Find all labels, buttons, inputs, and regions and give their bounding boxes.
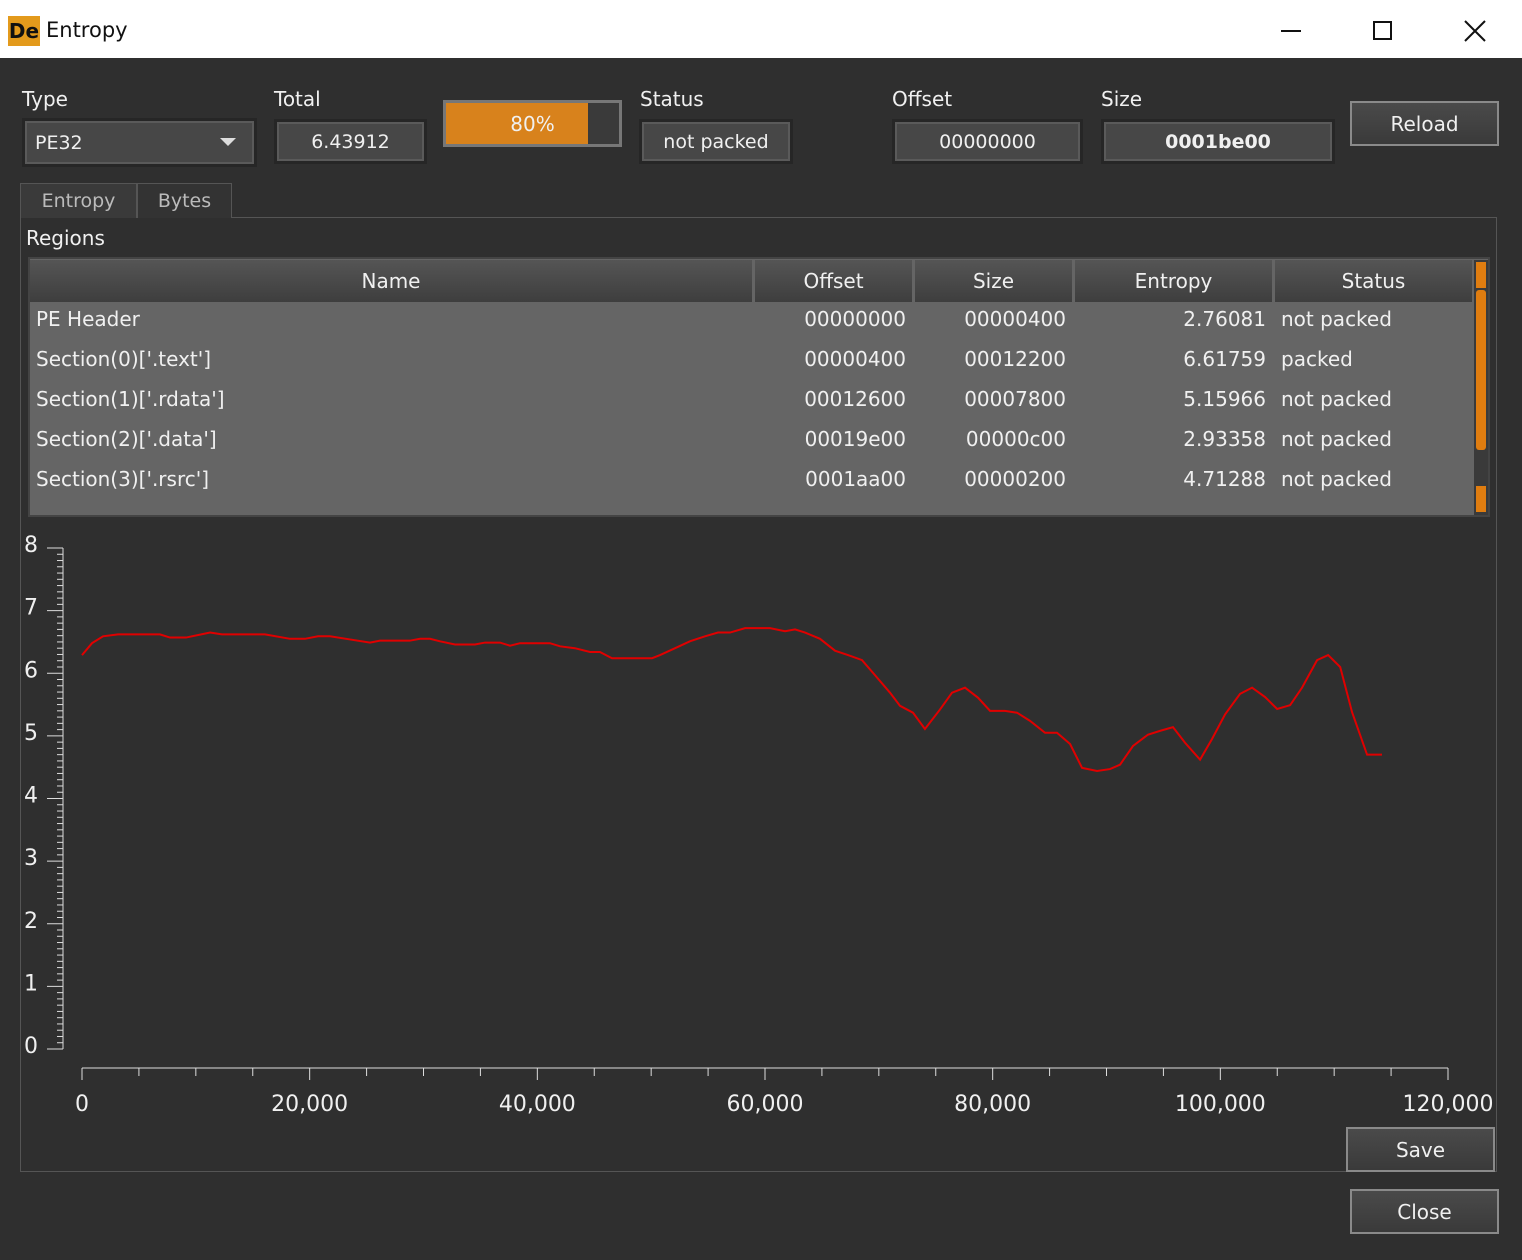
type-label: Type bbox=[22, 87, 68, 111]
total-label: Total bbox=[274, 87, 321, 111]
save-button[interactable]: Save bbox=[1346, 1127, 1495, 1172]
offset-label: Offset bbox=[892, 87, 953, 111]
combo-arrow bbox=[220, 138, 236, 146]
table-cell[interactable]: 2.93358 bbox=[1183, 427, 1266, 451]
table-cell[interactable]: 00000200 bbox=[964, 467, 1066, 491]
table-cell[interactable]: 00012200 bbox=[964, 347, 1066, 371]
x-tick-label: 100,000 bbox=[1175, 1092, 1266, 1117]
x-tick-label: 40,000 bbox=[499, 1092, 576, 1117]
y-tick-label: 0 bbox=[24, 1034, 38, 1059]
column-header[interactable]: Name bbox=[30, 260, 752, 302]
close-window-button[interactable] bbox=[1464, 20, 1486, 42]
status-field: not packed bbox=[639, 119, 793, 164]
table-cell[interactable]: 4.71288 bbox=[1183, 467, 1266, 491]
x-tick-label: 80,000 bbox=[954, 1092, 1031, 1117]
table-cell[interactable]: Section(2)['.data'] bbox=[36, 427, 217, 451]
entropy-line bbox=[81, 627, 1382, 772]
y-tick-label: 7 bbox=[24, 596, 38, 621]
y-tick-label: 8 bbox=[24, 533, 38, 558]
table-cell[interactable]: 00000400 bbox=[964, 307, 1066, 331]
progress-fill bbox=[446, 103, 588, 144]
progress-label: 80% bbox=[510, 111, 555, 136]
regions-label: Regions bbox=[26, 226, 105, 250]
y-tick-label: 6 bbox=[24, 658, 38, 683]
table-cell[interactable]: not packed bbox=[1281, 387, 1392, 411]
y-tick-label: 5 bbox=[24, 721, 38, 746]
close-button[interactable]: Close bbox=[1350, 1189, 1499, 1234]
title-bar: De Entropy bbox=[0, 0, 1522, 58]
total-field: 6.43912 bbox=[274, 119, 427, 164]
column-header[interactable]: Status bbox=[1275, 260, 1472, 302]
reload-button[interactable]: Reload bbox=[1350, 101, 1499, 146]
table-cell[interactable]: 6.61759 bbox=[1183, 347, 1266, 371]
tab-panel bbox=[20, 217, 1497, 1172]
column-header[interactable]: Offset bbox=[755, 260, 912, 302]
maximize-button[interactable] bbox=[1373, 21, 1392, 40]
size-field: 0001be00 bbox=[1101, 119, 1335, 164]
table-cell[interactable]: 2.76081 bbox=[1183, 307, 1266, 331]
table-cell[interactable]: Section(1)['.rdata'] bbox=[36, 387, 225, 411]
size-label: Size bbox=[1101, 87, 1143, 111]
table-cell[interactable]: 5.15966 bbox=[1183, 387, 1266, 411]
minimize-button[interactable] bbox=[1281, 30, 1301, 32]
table-cell[interactable]: 00000c00 bbox=[965, 427, 1066, 451]
offset-field: 00000000 bbox=[892, 119, 1083, 164]
y-tick-label: 4 bbox=[24, 784, 38, 809]
y-tick-label: 2 bbox=[24, 909, 38, 934]
x-tick-label: 120,000 bbox=[1403, 1092, 1494, 1117]
table-cell[interactable]: not packed bbox=[1281, 467, 1392, 491]
x-tick-label: 60,000 bbox=[727, 1092, 804, 1117]
table-cell[interactable]: 00012600 bbox=[804, 387, 906, 411]
scroll-arrow bbox=[1476, 486, 1486, 512]
type-combobox[interactable]: PE32 bbox=[22, 118, 257, 167]
table-cell[interactable]: PE Header bbox=[36, 307, 140, 331]
scrollbar-thumb bbox=[1476, 290, 1486, 450]
scroll-arrow bbox=[1476, 262, 1486, 288]
column-header[interactable]: Entropy bbox=[1075, 260, 1272, 302]
app-icon: De bbox=[8, 16, 40, 46]
table-cell[interactable]: 00007800 bbox=[964, 387, 1066, 411]
x-tick-label: 20,000 bbox=[271, 1092, 348, 1117]
table-cell[interactable]: Section(3)['.rsrc'] bbox=[36, 467, 210, 491]
tab[interactable]: Bytes bbox=[137, 183, 232, 218]
table-cell[interactable]: packed bbox=[1281, 347, 1353, 371]
tab[interactable]: Entropy bbox=[20, 183, 137, 218]
status-label: Status bbox=[640, 87, 704, 111]
y-tick-label: 3 bbox=[24, 846, 38, 871]
table-cell[interactable]: Section(0)['.text'] bbox=[36, 347, 212, 371]
x-tick-label: 0 bbox=[75, 1092, 89, 1117]
table-cell[interactable]: not packed bbox=[1281, 307, 1392, 331]
column-header[interactable]: Size bbox=[915, 260, 1072, 302]
y-tick-label: 1 bbox=[24, 971, 38, 996]
table-cell[interactable]: 00019e00 bbox=[804, 427, 906, 451]
table-cell[interactable]: 00000400 bbox=[804, 347, 906, 371]
table-cell[interactable]: not packed bbox=[1281, 427, 1392, 451]
table-cell[interactable]: 0001aa00 bbox=[805, 467, 906, 491]
table-cell[interactable]: 00000000 bbox=[804, 307, 906, 331]
window-title: Entropy bbox=[46, 18, 128, 42]
